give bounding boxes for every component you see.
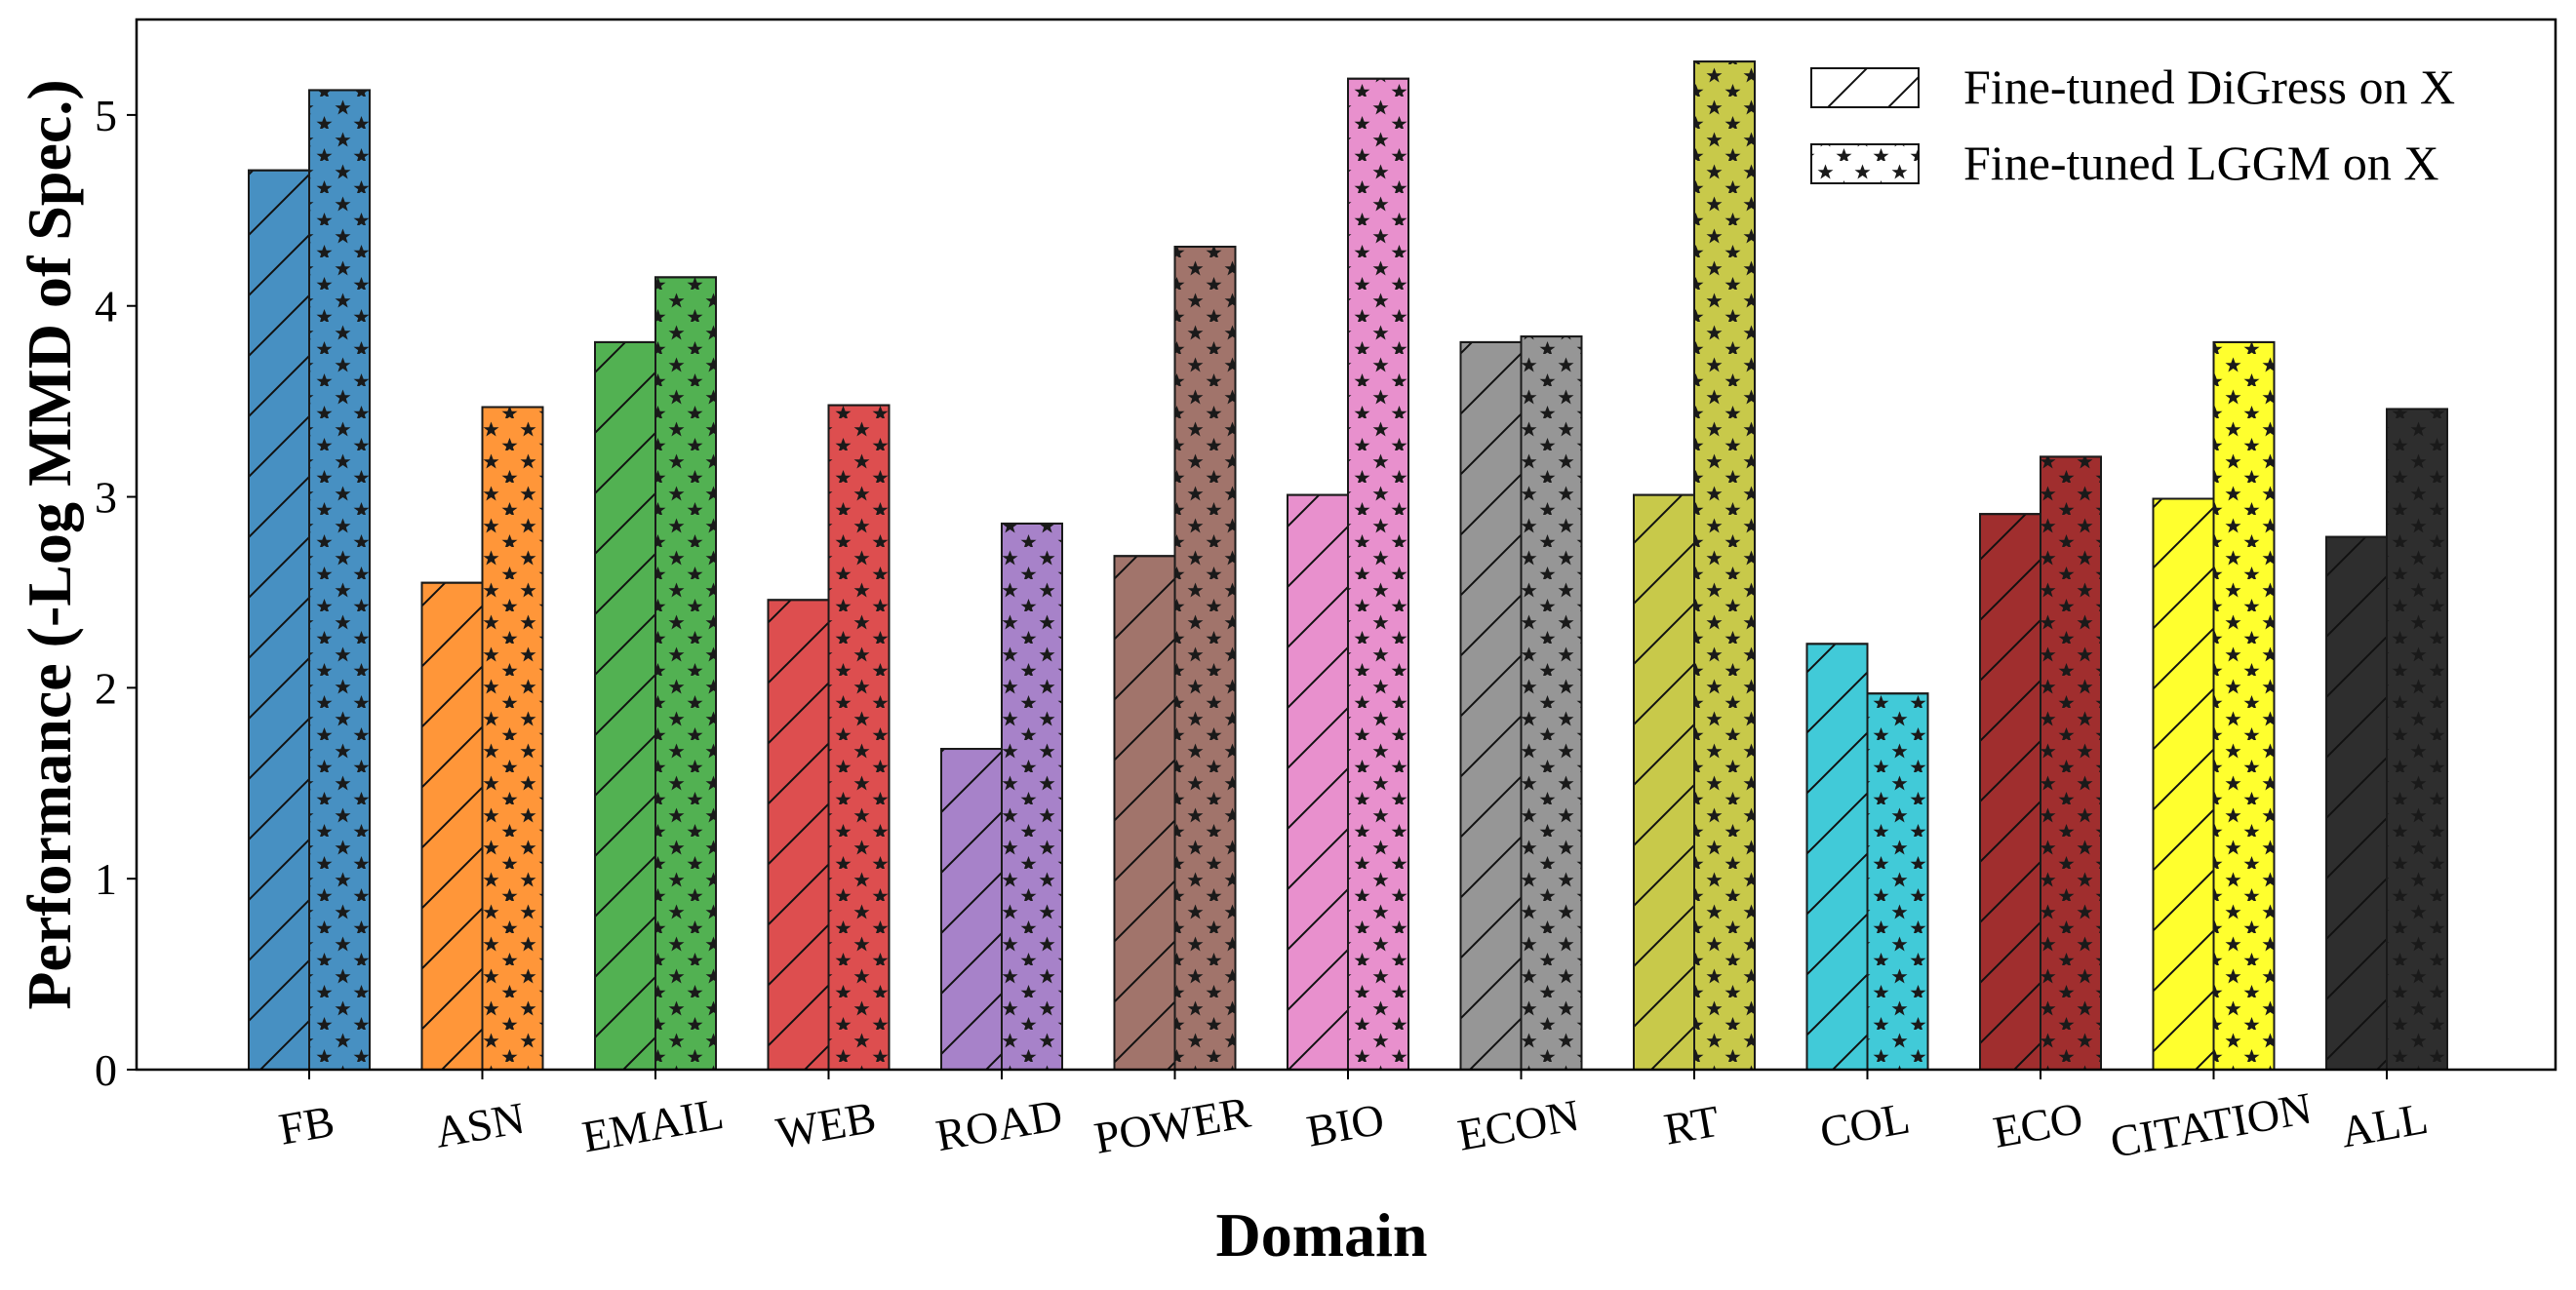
bar-hatch-econ-lggm <box>1520 335 1583 1072</box>
x-tick-label-rt: RT <box>1660 1096 1723 1154</box>
y-tick-label: 3 <box>95 473 117 523</box>
x-tick-label-web: WEB <box>773 1092 880 1158</box>
x-tick-label-eco: ECO <box>1990 1093 2086 1157</box>
x-tick-label-all: ALL <box>2337 1093 2432 1157</box>
bar-hatch-all-digress <box>2325 535 2388 1071</box>
bar-hatch-web-digress <box>767 599 830 1072</box>
y-tick-label: 0 <box>95 1045 117 1095</box>
bar-hatch-power-digress <box>1113 555 1176 1071</box>
legend: Fine-tuned DiGress on X Fine-tuned LGGM … <box>1810 59 2455 190</box>
bar-hatch-rt-digress <box>1633 493 1695 1071</box>
x-tick-label-email: EMAIL <box>578 1088 727 1162</box>
bar-hatch-bio-lggm <box>1347 77 1409 1072</box>
bar-hatch-email-digress <box>594 340 656 1071</box>
x-tick-label-fb: FB <box>275 1096 337 1154</box>
bar-hatch-rt-lggm <box>1693 60 1756 1072</box>
bar-hatch-all-lggm <box>2386 408 2448 1071</box>
legend-label-lggm: Fine-tuned LGGM on X <box>1963 136 2438 190</box>
bar-hatch-asn-lggm <box>481 406 544 1071</box>
y-tick-label: 5 <box>95 91 117 140</box>
legend-label-digress: Fine-tuned DiGress on X <box>1963 59 2455 114</box>
bar-hatch-email-lggm <box>654 276 717 1071</box>
legend-swatch-lggm-hatch <box>1810 143 1920 184</box>
y-axis: 0 1 2 3 4 5 <box>95 91 137 1095</box>
bar-hatch-citation-lggm <box>2212 340 2276 1071</box>
bar-hatch-web-lggm <box>827 404 891 1071</box>
bar-hatch-bio-digress <box>1287 493 1349 1071</box>
x-tick-label-bio: BIO <box>1303 1094 1388 1156</box>
bar-hatch-fb-lggm <box>308 89 371 1072</box>
y-axis-label: Performance (-Log MMD of Spec.) <box>15 79 84 1009</box>
bar-hatch-asn-digress <box>420 581 484 1071</box>
plot-frame <box>135 18 2557 1072</box>
y-tick-label: 2 <box>95 663 117 713</box>
bar-hatch-eco-digress <box>1979 513 2041 1071</box>
x-tick-label-econ: ECON <box>1454 1090 1583 1160</box>
bar-hatch-power-lggm <box>1173 246 1237 1072</box>
bar-hatch-fb-digress <box>248 169 310 1072</box>
x-axis: FB ASN EMAIL WEB ROAD POWER BIO ECON RT COL ECO CIT… <box>275 1070 2432 1167</box>
legend-swatch-digress-hatch <box>1810 67 1920 108</box>
bar-hatch-col-digress <box>1805 643 1869 1071</box>
x-axis-label: Domain <box>1216 1200 1428 1270</box>
bar-hatch-econ-digress <box>1459 340 1523 1071</box>
x-tick-label-road: ROAD <box>932 1089 1066 1160</box>
x-tick-label-asn: ASN <box>431 1093 528 1157</box>
bars-layer <box>248 60 2448 1072</box>
y-tick-label: 4 <box>95 282 117 332</box>
bar-hatch-eco-lggm <box>2040 455 2102 1071</box>
bar-hatch-road-lggm <box>1001 522 1063 1071</box>
bar-hatch-col-lggm <box>1866 692 1929 1071</box>
y-tick-label: 1 <box>95 854 117 904</box>
bar-hatch-road-digress <box>940 748 1003 1071</box>
x-tick-label-citation: CITATION <box>2107 1083 2316 1167</box>
bar-hatch-citation-digress <box>2152 497 2215 1071</box>
x-tick-label-power: POWER <box>1090 1087 1254 1163</box>
x-tick-label-col: COL <box>1816 1093 1913 1157</box>
